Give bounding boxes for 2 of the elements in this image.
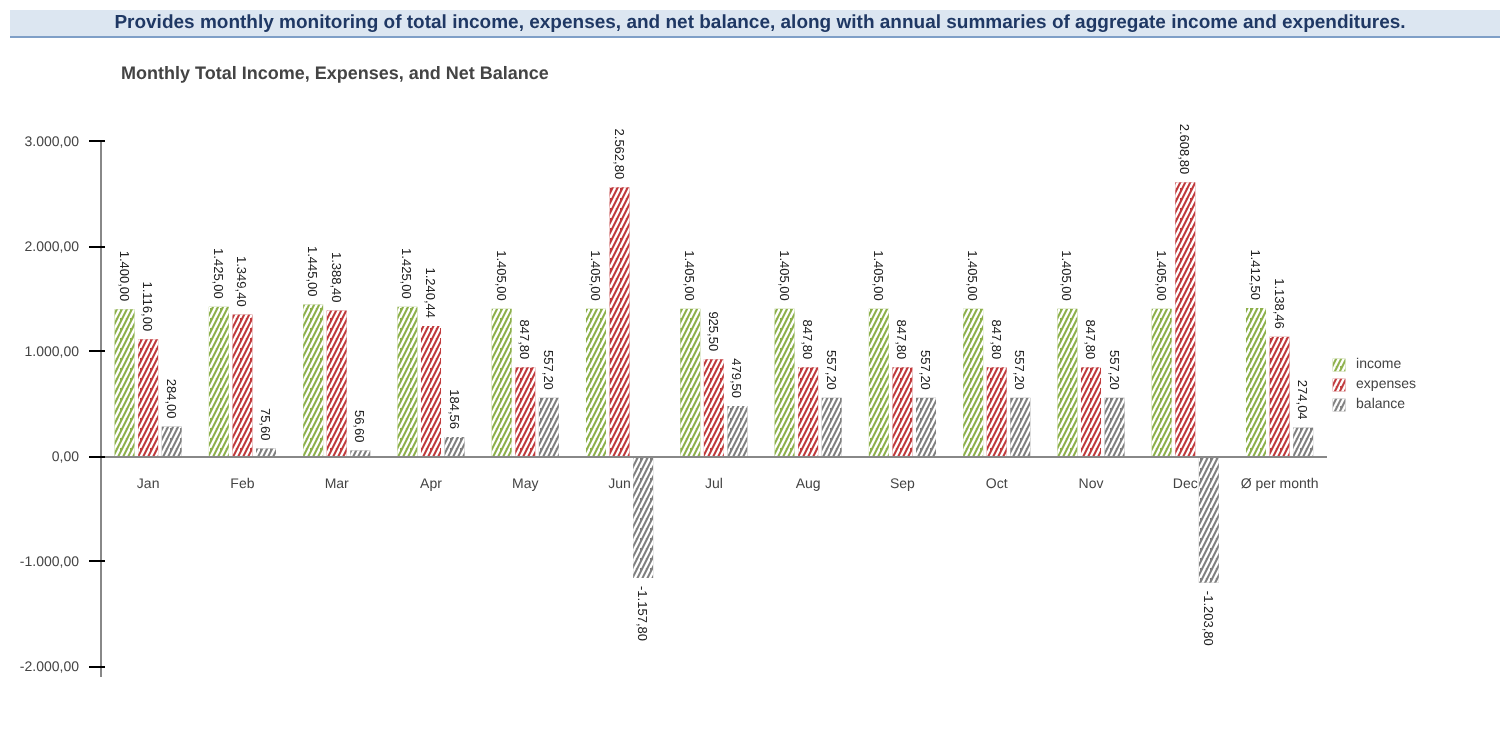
chart-subtitle: Provides monthly monitoring of total income, expenses, and net balance, along with annual summaries of aggregate income and expenditures. <box>114 10 1406 38</box>
chart-title: Monthly Total Income, Expenses, and Net Balance <box>121 63 549 83</box>
